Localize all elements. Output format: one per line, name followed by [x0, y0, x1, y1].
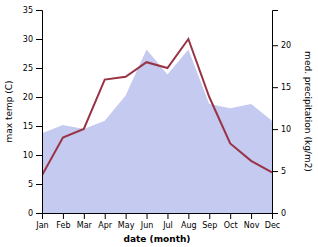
tick-label: Feb [56, 221, 70, 230]
tick: 5 [272, 167, 286, 176]
line [42, 39, 272, 175]
tick-mark [272, 213, 278, 214]
tick-label: 5 [28, 180, 33, 189]
tick-label: 20 [281, 41, 291, 50]
tick-mark [188, 213, 189, 219]
tick-label: 0 [281, 209, 286, 218]
tick-mark [272, 171, 278, 172]
tick-mark [105, 213, 106, 219]
x-axis: Jan Feb Mar Apr May Jun Jul Aug Sep Oct Nov Dec [35, 213, 280, 230]
tick-mark [36, 68, 42, 69]
tick-label: 15 [281, 83, 291, 92]
axis-line [273, 11, 279, 214]
tick-label: Sep [202, 221, 217, 230]
tick-mark [126, 213, 127, 219]
tick: Sep [202, 213, 217, 230]
tick-label: Jul [162, 221, 173, 230]
tick: 5 [28, 180, 42, 189]
tick-mark [272, 45, 278, 46]
tick: 20 [272, 41, 291, 50]
tick: Feb [56, 213, 70, 230]
chart: JanFebMarAprMayJunJulAugSepOctNovDec0510… [0, 0, 318, 247]
tick-label: Dec [265, 221, 280, 230]
tick-mark [63, 213, 64, 219]
tick-label: 15 [23, 122, 33, 131]
plot-area: JanFebMarAprMayJunJulAugSepOctNovDec0510… [4, 6, 313, 244]
tick: Jun [140, 213, 154, 230]
tick-label: May [118, 221, 135, 230]
tick: 25 [23, 64, 42, 73]
tick: 15 [272, 83, 291, 92]
y2-axis: 0 5 10 15 20 [272, 11, 291, 219]
tick-label: Nov [244, 221, 260, 230]
axis-line [36, 11, 43, 214]
tick: May [118, 213, 135, 230]
tick-label: 35 [23, 6, 33, 15]
tick-label: Mar [77, 221, 93, 230]
tick-mark [167, 213, 168, 219]
tick: Jan [35, 213, 48, 230]
tick-mark [272, 129, 278, 130]
tick-mark [36, 10, 42, 11]
tick-mark [36, 155, 42, 156]
tick: Nov [244, 213, 260, 230]
y-axis: 0 5 10 15 20 25 30 35 [23, 6, 43, 218]
tick-label: Jun [140, 221, 154, 230]
tick: Aug [181, 213, 197, 230]
tick-label: Aug [181, 221, 197, 230]
tick-label: 30 [23, 35, 33, 44]
y2-axis-title: med. precipitation (kg/m2) [303, 51, 313, 172]
tick-mark [36, 39, 42, 40]
tick: Apr [98, 213, 113, 230]
tick-label: Jan [35, 221, 48, 230]
tick: Oct [224, 213, 238, 230]
x-axis-title: date (month) [124, 234, 191, 244]
tick-label: 25 [23, 64, 33, 73]
tick-label: 10 [281, 125, 291, 134]
tick: 10 [272, 125, 291, 134]
marks [42, 39, 272, 213]
tick-label: Oct [224, 221, 238, 230]
tick: 20 [23, 93, 42, 102]
tick-label: 5 [281, 167, 286, 176]
tick: 10 [23, 151, 42, 160]
tick-mark [36, 184, 42, 185]
tick-mark [251, 213, 252, 219]
tick-mark [36, 213, 42, 214]
tick-mark [36, 97, 42, 98]
axis-line [43, 214, 273, 220]
tick-label: 0 [28, 209, 33, 218]
tick: 35 [23, 6, 42, 15]
tick: Dec [265, 213, 280, 230]
tick-mark [230, 213, 231, 219]
tick-mark [84, 213, 85, 219]
tick: 30 [23, 35, 42, 44]
tick: 0 [272, 209, 286, 218]
tick-mark [209, 213, 210, 219]
tick-mark [272, 87, 278, 88]
tick-label: Apr [98, 221, 113, 230]
tick: Mar [77, 213, 93, 230]
y-axis-title: max temp (C) [4, 80, 14, 142]
tick: 15 [23, 122, 42, 131]
tick-label: 20 [23, 93, 33, 102]
tick: Jul [162, 213, 173, 230]
tick: 0 [28, 209, 42, 218]
tick-label: 10 [23, 151, 33, 160]
tick-mark [36, 126, 42, 127]
tick-mark [147, 213, 148, 219]
